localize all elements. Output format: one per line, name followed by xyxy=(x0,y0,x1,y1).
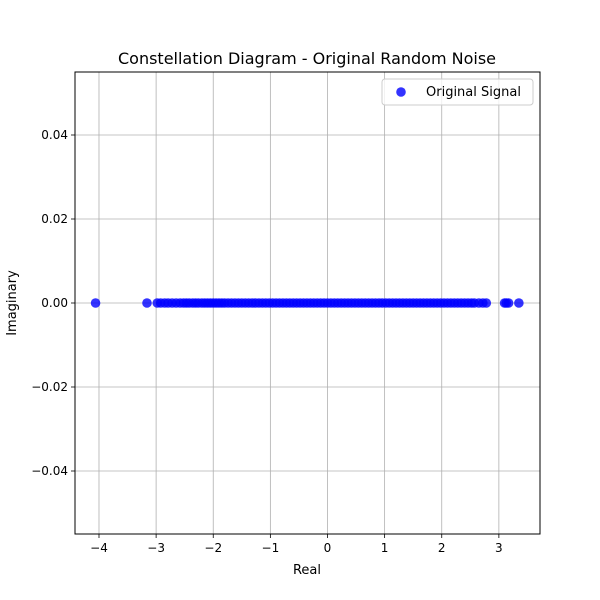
y-tick-label: 0.02 xyxy=(41,212,68,226)
x-tick-label: 2 xyxy=(438,541,446,555)
x-axis-ticks: −4 −3 −2 −1 0 1 2 3 xyxy=(90,534,503,555)
legend-label: Original Signal xyxy=(426,85,521,100)
legend-marker xyxy=(396,87,406,97)
y-axis-ticks: −0.04 −0.02 0.00 0.02 0.04 xyxy=(31,128,75,478)
x-axis-label: Real xyxy=(293,563,321,578)
x-tick-label: −3 xyxy=(147,541,165,555)
x-tick-label: −4 xyxy=(90,541,108,555)
x-tick-label: 0 xyxy=(324,541,332,555)
y-tick-label: 0.00 xyxy=(41,296,68,310)
x-tick-label: 1 xyxy=(381,541,389,555)
y-axis-label: Imaginary xyxy=(5,270,20,336)
y-tick-label: −0.02 xyxy=(31,380,68,394)
data-point xyxy=(514,298,524,308)
legend-box xyxy=(381,78,534,106)
x-tick-label: −2 xyxy=(204,541,222,555)
data-point xyxy=(142,298,152,308)
legend: Original Signal xyxy=(381,78,534,106)
data-point xyxy=(90,298,101,308)
x-tick-label: −1 xyxy=(262,541,280,555)
y-tick-label: −0.04 xyxy=(31,464,68,478)
data-points xyxy=(90,298,524,308)
y-tick-label: 0.04 xyxy=(41,128,68,142)
data-point xyxy=(503,298,514,308)
chart-title: Constellation Diagram - Original Random … xyxy=(118,49,496,68)
x-tick-label: 3 xyxy=(495,541,503,555)
data-point xyxy=(481,298,492,308)
